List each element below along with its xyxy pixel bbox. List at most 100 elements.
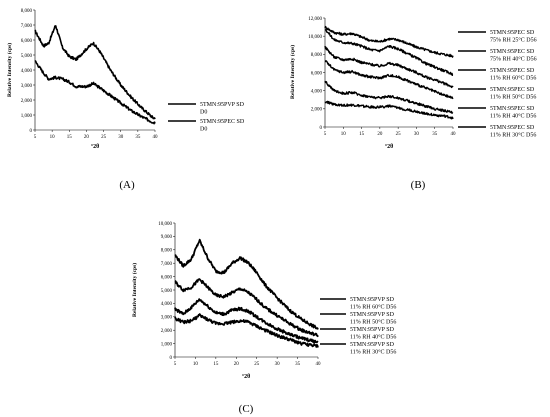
y-tick-label: 7,000: [21, 24, 33, 29]
y-tick-label: 7,000: [161, 262, 173, 267]
legend-entry-text: 5TMN:95PEC SD: [490, 125, 535, 131]
series-line: [324, 100, 454, 120]
x-tick-label: 40: [316, 362, 322, 367]
x-tick-label: 15: [359, 132, 365, 137]
y-tick-label: 2,000: [161, 329, 173, 334]
y-tick-label: 8,000: [161, 249, 173, 254]
y-tick-label: 12,000: [308, 17, 322, 22]
x-tick-label: 30: [275, 362, 281, 367]
x-tick-label: 40: [153, 135, 159, 140]
x-tick-label: 15: [67, 135, 73, 140]
legend-entry-text: 11% RH 60°C D56: [350, 304, 396, 311]
legend-entry-text: 11% RH 40°C D56: [490, 113, 536, 120]
x-tick-label: 40: [451, 132, 457, 137]
y-tick-label: 10,000: [158, 222, 172, 227]
y-tick-label: 1,000: [161, 342, 173, 347]
legend-entry-text: 11% RH 30°C D56: [490, 132, 536, 139]
y-tick-label: 0: [320, 126, 323, 131]
series-line: [34, 25, 156, 120]
panel-c-chart: 5 10 15 20 25 30 35 40 0 1,000 2,000 3,000 4,000 5,0…: [131, 222, 396, 415]
panel-a-series: [34, 25, 156, 125]
legend-entry-text: 5TMN:95PEC SD: [490, 87, 535, 93]
legend-entry-text: 5TMN:95PVP SD: [350, 297, 395, 303]
panel-b-series: [324, 25, 454, 120]
legend-entry-text: D0: [200, 110, 207, 116]
panel-b-y-ticks: 0 2,000 4,000 6,000 8,000 10,000 12,000: [308, 17, 325, 131]
legend-entry-text: 5TMN:95PVP SD: [200, 102, 245, 108]
series-line: [324, 25, 454, 58]
y-tick-label: 4,000: [21, 69, 33, 74]
x-tick-label: 20: [234, 362, 240, 367]
y-tick-label: 2,000: [21, 99, 33, 104]
x-tick-label: 20: [377, 132, 383, 137]
panel-c-label: (C): [239, 403, 254, 415]
series-line: [324, 60, 454, 100]
series-line: [324, 45, 454, 89]
series-line: [174, 238, 319, 330]
series-line: [174, 298, 319, 344]
x-tick-label: 15: [213, 362, 219, 367]
y-tick-label: 4,000: [311, 89, 323, 94]
x-tick-label: 5: [174, 362, 177, 367]
x-tick-label: 30: [118, 135, 124, 140]
y-tick-label: 5,000: [21, 54, 33, 59]
series-line: [324, 80, 454, 114]
series-line: [324, 29, 454, 76]
legend-entry-text: 11% RH 30°C D56: [350, 349, 396, 356]
y-tick-label: 2,000: [311, 108, 323, 113]
panel-b-label: (B): [411, 179, 426, 191]
y-tick-label: 8,000: [21, 9, 33, 14]
legend-entry-text: 5TMN:95PVP SD: [350, 327, 395, 333]
y-tick-label: 9,000: [161, 235, 173, 240]
y-tick-label: 4,000: [161, 302, 173, 307]
series-line: [34, 60, 156, 125]
y-tick-label: 6,000: [311, 71, 323, 76]
x-tick-label: 20: [84, 135, 90, 140]
x-tick-label: 35: [432, 132, 438, 137]
x-tick-label: 10: [341, 132, 347, 137]
y-tick-label: 10,000: [308, 35, 322, 40]
y-tick-label: 0: [170, 356, 173, 361]
x-tick-label: 10: [193, 362, 199, 367]
panel-b-chart: 5 10 15 20 25 30 35 40 0 2,000 4,000 6,000 8,000 10,…: [289, 17, 537, 191]
panel-b-x-axis-label: °2θ: [385, 143, 394, 150]
y-tick-label: 1,000: [21, 114, 33, 119]
y-tick-label: 0: [30, 129, 33, 134]
legend-entry-text: 5TMN:95PEC SD: [490, 68, 535, 74]
x-tick-label: 5: [34, 135, 37, 140]
panel-b-y-axis-label: Relative Intensity (cps): [289, 45, 296, 99]
panel-a-x-ticks: 5 10 15 20 25 30 35 40: [34, 130, 158, 140]
y-tick-label: 3,000: [161, 316, 173, 321]
panel-a-label: (A): [119, 179, 135, 191]
legend-entry-text: D0: [200, 127, 207, 133]
legend-entry-text: 5TMN:95PEC SD: [490, 106, 535, 112]
legend-entry-text: 5TMN:95PVP SD: [350, 342, 395, 348]
x-tick-label: 30: [414, 132, 420, 137]
x-tick-label: 10: [50, 135, 56, 140]
x-tick-label: 5: [324, 132, 327, 137]
legend-entry-text: 5TMN:95PVP SD: [350, 312, 395, 318]
legend-entry-text: 5TMN:95PEC SD: [200, 119, 245, 125]
panel-c-series: [174, 238, 319, 348]
panel-a-y-axis-label: Relative Intensity (cps): [6, 43, 13, 97]
legend-entry-text: 11% RH 60°C D56: [490, 75, 536, 82]
legend-entry-text: 5TMN:95PEC SD: [490, 30, 535, 36]
y-tick-label: 6,000: [161, 275, 173, 280]
legend-entry-text: 5TMN:95PEC SD: [490, 49, 535, 55]
x-tick-label: 25: [254, 362, 260, 367]
y-tick-label: 6,000: [21, 39, 33, 44]
y-tick-label: 8,000: [311, 53, 323, 58]
x-tick-label: 35: [135, 135, 141, 140]
legend-entry-text: 75% RH 25°C D56: [490, 37, 537, 44]
x-tick-label: 35: [295, 362, 301, 367]
panel-c-x-axis-label: °2θ: [242, 373, 251, 380]
legend-entry-text: 11% RH 50°C D56: [350, 319, 396, 326]
legend-entry-text: 11% RH 50°C D56: [490, 94, 536, 101]
panel-a-legend: 5TMN:95PVP SD D0 5TMN:95PEC SD D0: [168, 102, 245, 133]
y-tick-label: 3,000: [21, 84, 33, 89]
panel-a-x-axis-label: °2θ: [91, 143, 100, 150]
panel-c-y-ticks: 0 1,000 2,000 3,000 4,000 5,000 6,000 7,000 8,00…: [158, 222, 175, 361]
y-tick-label: 5,000: [161, 289, 173, 294]
